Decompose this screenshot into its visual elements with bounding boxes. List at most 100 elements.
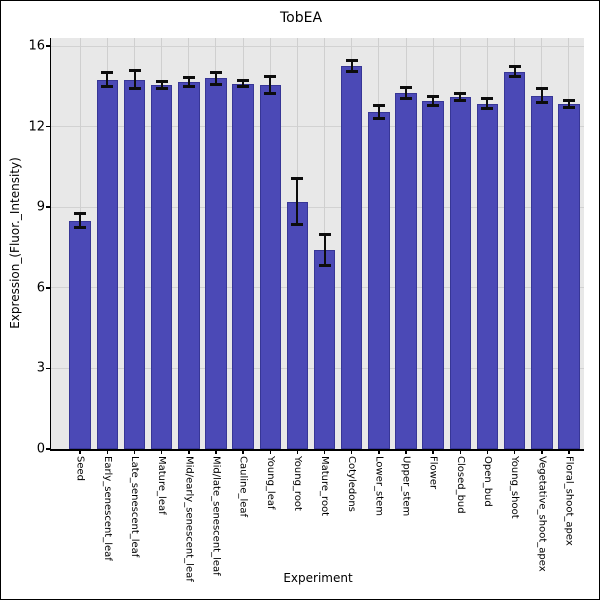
x-axis-label: Experiment (283, 571, 353, 585)
x-tick-mark (269, 450, 271, 454)
x-tick-mark (486, 450, 489, 454)
error-bar-cap-bottom (481, 107, 494, 111)
x-axis-spine (49, 449, 584, 451)
x-tick-mark (432, 450, 434, 454)
bar (531, 95, 553, 449)
x-tick-mark (513, 450, 516, 454)
error-bar-cap-bottom (562, 106, 575, 110)
y-tick-mark (46, 206, 50, 208)
bar (69, 220, 91, 449)
x-tick-label: Cotyledons (346, 456, 358, 512)
error-bar-cap-bottom (101, 85, 114, 89)
y-gridline (51, 206, 584, 208)
error-bar-cap-top (182, 76, 195, 80)
bar (205, 78, 227, 449)
x-tick-mark (242, 450, 244, 454)
bar (422, 101, 444, 449)
error-bar-cap-top (237, 78, 250, 82)
error-bar-stem (405, 87, 407, 99)
y-axis-spine (49, 38, 51, 451)
y-tick-label: 9 (36, 199, 45, 215)
y-tick-mark (46, 448, 50, 450)
error-bar-stem (160, 81, 163, 89)
x-tick-label: Mid/late_senescent_leaf (210, 456, 222, 576)
error-bar-cap-bottom (291, 223, 304, 227)
x-tick-mark (215, 450, 217, 454)
error-bar-stem (432, 96, 435, 106)
error-bar-stem (79, 213, 82, 228)
error-bar-stem (459, 93, 462, 101)
x-tick-label: Open_bud (481, 456, 493, 507)
error-bar-cap-top (291, 177, 304, 181)
error-bar-cap-top (535, 86, 548, 90)
x-tick-mark (188, 450, 190, 454)
error-bar-cap-bottom (454, 99, 467, 103)
error-bar-cap-bottom (74, 226, 87, 230)
error-bar-cap-top (101, 70, 114, 74)
x-tick-mark (568, 450, 570, 454)
bar (503, 71, 526, 449)
error-bar-cap-bottom (508, 75, 521, 79)
y-tick-label: 0 (36, 441, 45, 457)
error-bar-cap-bottom (372, 116, 385, 120)
y-tick-mark (46, 45, 50, 47)
error-bar-cap-bottom (318, 264, 331, 268)
error-bar-stem (486, 98, 489, 109)
error-bar-cap-top (264, 74, 277, 78)
error-bar-stem (350, 60, 353, 72)
x-tick-mark (459, 450, 462, 454)
error-bar-cap-bottom (128, 86, 141, 90)
x-tick-label: Flower (427, 456, 439, 490)
x-tick-mark (106, 450, 109, 454)
x-tick-mark (378, 450, 380, 454)
bar (476, 103, 499, 449)
x-tick-label: Late_senescent_leaf (129, 456, 140, 558)
error-bar-stem (323, 234, 326, 266)
bar (449, 97, 472, 449)
x-tick-label: Seed (74, 456, 86, 481)
error-bar-cap-bottom (427, 103, 440, 107)
x-tick-label: Young_leaf (264, 456, 276, 510)
error-bar-stem (106, 72, 109, 87)
bar (368, 111, 390, 449)
bar (123, 79, 146, 449)
x-tick-label: Cauline_leaf (237, 456, 249, 518)
error-bar-cap-top (400, 86, 412, 90)
error-bar-cap-top (481, 97, 494, 101)
error-bar-cap-bottom (209, 82, 222, 86)
error-bar-stem (269, 76, 272, 94)
error-bar-stem (242, 80, 245, 87)
bar (259, 84, 281, 449)
error-bar-cap-top (345, 59, 358, 62)
bar (313, 250, 336, 449)
error-bar-cap-bottom (155, 86, 168, 90)
error-bar-cap-top (372, 104, 385, 108)
y-tick-mark (46, 125, 50, 128)
bar (558, 103, 580, 449)
y-axis-label: Expression_(Fluor._Intensity) (8, 157, 22, 329)
x-tick-mark (79, 450, 81, 454)
y-tick-mark (46, 287, 50, 289)
y-gridline (51, 45, 584, 47)
x-tick-mark (350, 450, 353, 454)
x-tick-label: Upper_stem (400, 456, 412, 517)
bar (340, 66, 363, 449)
error-bar-cap-top (318, 233, 331, 237)
error-bar-cap-top (508, 64, 521, 68)
x-tick-mark (323, 450, 326, 454)
x-tick-label: Young_root (291, 456, 303, 511)
error-bar-cap-top (128, 69, 141, 73)
y-tick-label: 12 (28, 119, 45, 135)
y-tick-label: 3 (36, 360, 45, 376)
error-bar-cap-top (562, 98, 575, 102)
error-bar-stem (377, 105, 380, 118)
bar (232, 83, 254, 449)
error-bar-cap-top (454, 91, 467, 95)
error-bar-cap-top (209, 70, 222, 74)
error-bar-cap-bottom (535, 101, 548, 105)
x-tick-label: Lower_stem (373, 456, 385, 516)
error-bar-stem (214, 72, 217, 85)
error-bar-stem (540, 88, 543, 103)
y-tick-label: 6 (36, 280, 45, 296)
error-bar-cap-bottom (182, 85, 195, 89)
